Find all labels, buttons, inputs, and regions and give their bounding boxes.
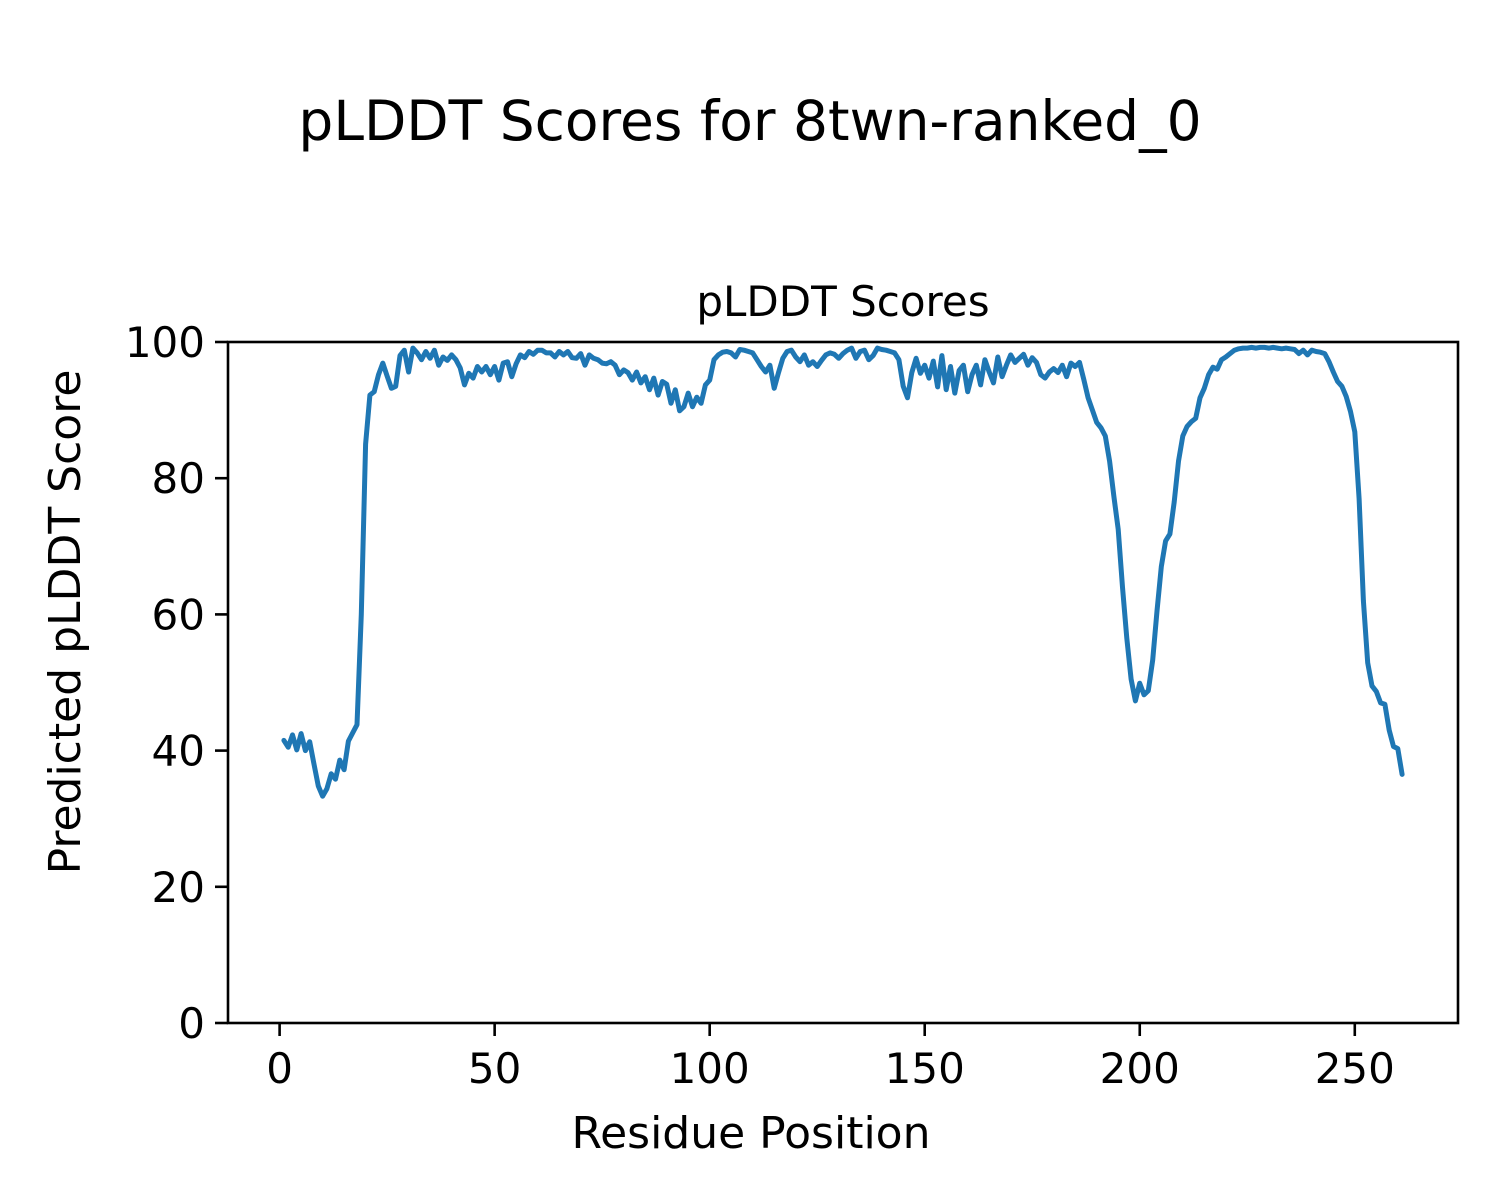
y-tick-label: 0 (178, 999, 205, 1048)
y-tick-label: 60 (152, 590, 205, 639)
x-axis-ticks: 0 50 100 150 200 250 (266, 1023, 1395, 1093)
y-axis-ticks: 0 20 40 60 80 100 (125, 318, 228, 1048)
axes-title: pLDDT Scores (696, 277, 989, 326)
plddt-line-series (281, 344, 1405, 799)
y-tick-label: 100 (125, 318, 205, 367)
x-tick-label: 200 (1100, 1044, 1180, 1093)
x-tick-label: 50 (468, 1044, 521, 1093)
y-tick-label: 40 (152, 727, 205, 776)
x-tick-label: 0 (266, 1044, 293, 1093)
y-tick-label: 80 (152, 454, 205, 503)
y-axis-label: Predicted pLDDT Score (40, 370, 91, 875)
x-axis-label: Residue Position (571, 1108, 930, 1159)
y-tick-label: 20 (152, 863, 205, 912)
axes-frame (226, 340, 1460, 1025)
x-tick-label: 150 (885, 1044, 965, 1093)
x-tick-label: 100 (670, 1044, 750, 1093)
x-tick-label: 250 (1315, 1044, 1395, 1093)
figure-suptitle: pLDDT Scores for 8twn-ranked_0 (298, 89, 1201, 153)
